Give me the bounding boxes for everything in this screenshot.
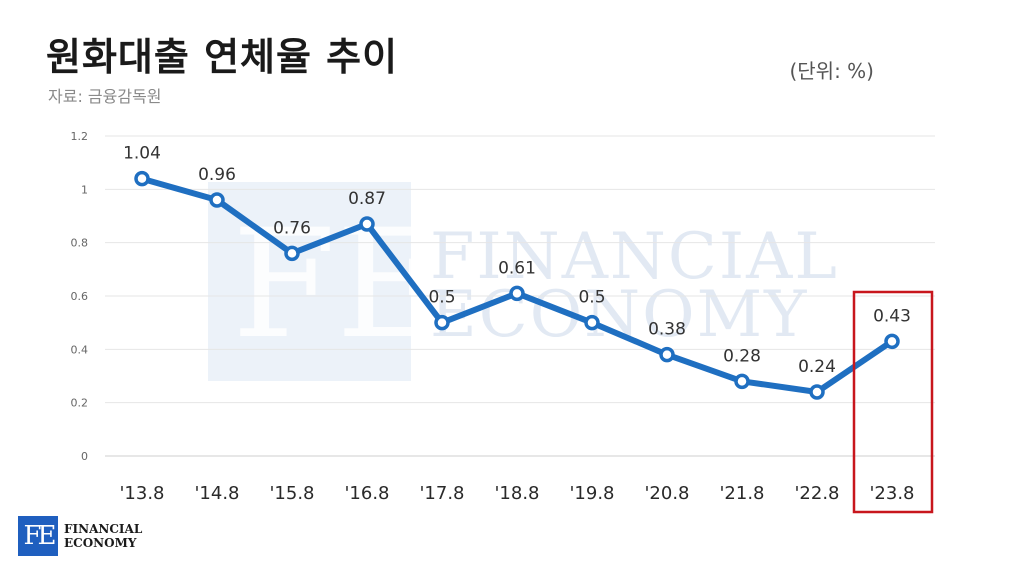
- data-point: [209, 192, 225, 208]
- data-label: 0.43: [873, 306, 911, 326]
- logo-line2: ECONOMY: [64, 536, 137, 550]
- logo-line1: FINANCIAL: [64, 522, 143, 536]
- data-label: 0.5: [428, 288, 455, 308]
- x-tick-label: '15.8: [269, 483, 314, 504]
- data-point: [509, 285, 525, 302]
- watermark-line2: ECONOMY: [430, 278, 808, 352]
- y-axis: 0 0.2 0.4 0.6 0.8 1 1.2: [71, 130, 89, 463]
- x-tick-label: '22.8: [794, 483, 839, 504]
- y-tick-label: 0: [81, 450, 88, 463]
- brand-logo: FE FINANCIAL ECONOMY: [18, 516, 142, 556]
- y-tick-label: 0.8: [71, 237, 89, 250]
- data-label: 0.5: [578, 288, 605, 308]
- y-tick-label: 0.4: [71, 343, 89, 356]
- data-label: 0.87: [348, 189, 386, 209]
- x-tick-label: '18.8: [494, 483, 539, 504]
- y-tick-label: 1.2: [71, 130, 89, 143]
- data-label: 0.24: [798, 357, 836, 377]
- logo-mark: FE: [18, 516, 58, 556]
- data-point: [284, 245, 300, 262]
- data-label: 0.38: [648, 320, 686, 340]
- data-point: [659, 346, 675, 363]
- x-tick-label: '17.8: [419, 483, 464, 504]
- x-tick-label: '16.8: [344, 483, 389, 504]
- source-note: 자료: 금융감독원: [48, 87, 162, 106]
- chart-title: 원화대출 연체율 추이: [46, 35, 399, 79]
- x-tick-label: '21.8: [719, 483, 764, 504]
- data-label: 0.28: [723, 346, 761, 366]
- unit-note: (단위: %): [789, 59, 874, 83]
- y-tick-label: 0.6: [71, 290, 89, 303]
- y-tick-label: 1: [81, 183, 88, 196]
- data-point: [734, 373, 750, 390]
- x-tick-label: '19.8: [569, 483, 614, 504]
- x-tick-label: '23.8: [869, 483, 914, 504]
- logo-text: FINANCIAL ECONOMY: [64, 522, 142, 550]
- watermark: FE FINANCIAL ECONOMY: [208, 182, 839, 381]
- watermark-line1: FINANCIAL: [430, 220, 839, 294]
- data-label: 0.61: [498, 258, 536, 278]
- x-tick-label: '13.8: [119, 483, 164, 504]
- data-point: [359, 216, 375, 232]
- data-point: [884, 333, 900, 350]
- data-labels: 1.04 0.96 0.76 0.87 0.5 0.61 0.5 0.38 0.28 0.24 0.…: [123, 144, 911, 377]
- x-tick-label: '20.8: [644, 483, 689, 504]
- data-points: [134, 170, 900, 400]
- x-tick-label: '14.8: [194, 483, 239, 504]
- data-point: [809, 384, 825, 400]
- y-tick-label: 0.2: [71, 397, 89, 410]
- data-label: 0.96: [198, 165, 236, 185]
- highlight-box: [852, 290, 934, 514]
- x-axis: '13.8 '14.8 '15.8 '16.8 '17.8 '18.8 '19.8 '20.8…: [119, 483, 914, 504]
- data-point: [134, 170, 150, 187]
- data-point: [434, 314, 450, 331]
- data-label: 0.76: [273, 218, 311, 238]
- data-label: 1.04: [123, 144, 161, 164]
- data-point: [584, 314, 600, 331]
